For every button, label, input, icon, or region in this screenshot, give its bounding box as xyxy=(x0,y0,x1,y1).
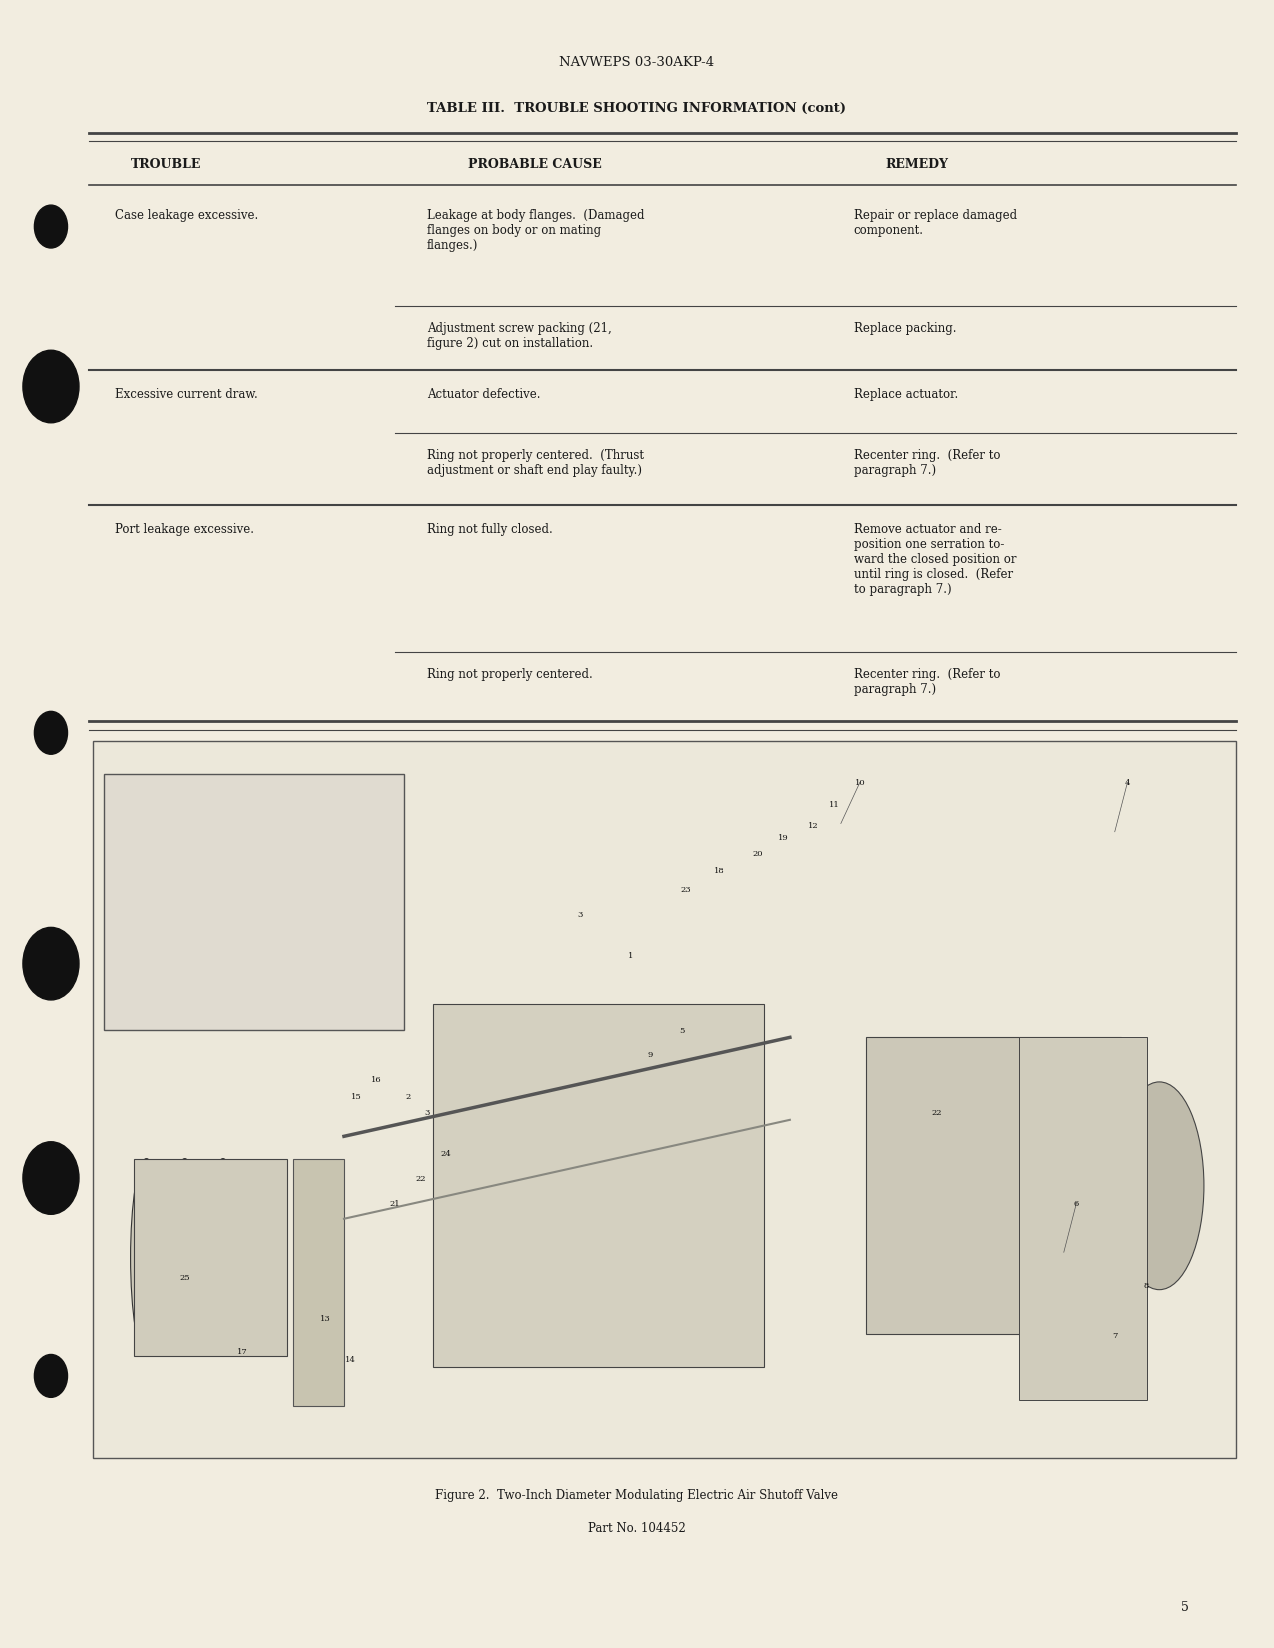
Bar xyxy=(433,1005,764,1368)
Text: Adjustment screw packing (21,
figure 2) cut on installation.: Adjustment screw packing (21, figure 2) … xyxy=(427,321,612,349)
Text: Recenter ring.  (Refer to
paragraph 7.): Recenter ring. (Refer to paragraph 7.) xyxy=(854,667,1000,695)
Bar xyxy=(104,775,404,1030)
Ellipse shape xyxy=(206,1159,238,1356)
Ellipse shape xyxy=(130,1159,162,1356)
Text: 10: 10 xyxy=(855,780,865,786)
Text: 8: 8 xyxy=(1144,1282,1149,1289)
Circle shape xyxy=(34,1355,68,1398)
Text: Leakage at body flanges.  (Damaged
flanges on body or on mating
flanges.): Leakage at body flanges. (Damaged flange… xyxy=(427,209,645,252)
Text: 22: 22 xyxy=(415,1175,426,1182)
Text: 13: 13 xyxy=(320,1315,330,1322)
Text: Ring not properly centered.  (Thrust
adjustment or shaft end play faulty.): Ring not properly centered. (Thrust adju… xyxy=(427,448,643,476)
Text: NAVWEPS 03-30AKP-4: NAVWEPS 03-30AKP-4 xyxy=(559,56,715,69)
Text: 2: 2 xyxy=(405,1093,410,1099)
Circle shape xyxy=(23,1142,79,1215)
Text: 21: 21 xyxy=(390,1200,400,1206)
Text: 1: 1 xyxy=(628,953,633,959)
Bar xyxy=(134,1159,287,1356)
Circle shape xyxy=(23,351,79,424)
Text: 24: 24 xyxy=(441,1150,451,1157)
Text: Remove actuator and re-
position one serration to-
ward the closed position or
u: Remove actuator and re- position one ser… xyxy=(854,522,1017,595)
Text: Repair or replace damaged
component.: Repair or replace damaged component. xyxy=(854,209,1017,237)
Text: PROBABLE CAUSE: PROBABLE CAUSE xyxy=(469,158,601,171)
Text: 25: 25 xyxy=(180,1274,190,1280)
Ellipse shape xyxy=(1115,1083,1204,1290)
Bar xyxy=(293,1159,344,1406)
Bar xyxy=(93,742,1236,1458)
Circle shape xyxy=(34,712,68,755)
Text: Actuator defective.: Actuator defective. xyxy=(427,387,540,400)
Text: 4: 4 xyxy=(1125,780,1130,786)
Text: Replace actuator.: Replace actuator. xyxy=(854,387,958,400)
Text: 5: 5 xyxy=(679,1027,684,1033)
Text: 9: 9 xyxy=(647,1051,652,1058)
Circle shape xyxy=(34,206,68,249)
Text: Part No. 104452: Part No. 104452 xyxy=(589,1521,685,1534)
Text: 5: 5 xyxy=(1181,1600,1189,1613)
Bar xyxy=(1019,1038,1147,1401)
Text: 19: 19 xyxy=(778,834,789,840)
Text: 12: 12 xyxy=(808,822,818,829)
Circle shape xyxy=(23,928,79,1000)
Text: Ring not fully closed.: Ring not fully closed. xyxy=(427,522,553,536)
Text: Port leakage excessive.: Port leakage excessive. xyxy=(115,522,254,536)
Text: 15: 15 xyxy=(352,1093,362,1099)
Text: TROUBLE: TROUBLE xyxy=(130,158,201,171)
Text: 11: 11 xyxy=(829,801,840,808)
Text: Figure 2.  Two-Inch Diameter Modulating Electric Air Shutoff Valve: Figure 2. Two-Inch Diameter Modulating E… xyxy=(436,1488,838,1501)
Text: 7: 7 xyxy=(1112,1332,1117,1338)
Text: 22: 22 xyxy=(931,1109,941,1116)
Text: 6: 6 xyxy=(1074,1200,1079,1206)
Text: 3: 3 xyxy=(577,911,582,918)
Text: 16: 16 xyxy=(371,1076,381,1083)
Text: Case leakage excessive.: Case leakage excessive. xyxy=(115,209,257,222)
Bar xyxy=(866,1038,1121,1335)
Text: 14: 14 xyxy=(345,1356,355,1363)
Text: Ring not properly centered.: Ring not properly centered. xyxy=(427,667,592,681)
Text: Excessive current draw.: Excessive current draw. xyxy=(115,387,257,400)
Text: 20: 20 xyxy=(753,850,763,857)
Text: 23: 23 xyxy=(680,887,691,893)
Text: 3: 3 xyxy=(424,1109,429,1116)
Text: Replace packing.: Replace packing. xyxy=(854,321,956,335)
Text: Recenter ring.  (Refer to
paragraph 7.): Recenter ring. (Refer to paragraph 7.) xyxy=(854,448,1000,476)
Text: TABLE III.  TROUBLE SHOOTING INFORMATION (cont): TABLE III. TROUBLE SHOOTING INFORMATION … xyxy=(428,102,846,115)
Ellipse shape xyxy=(168,1159,201,1356)
Text: 18: 18 xyxy=(715,867,725,873)
Text: REMEDY: REMEDY xyxy=(885,158,949,171)
Text: 17: 17 xyxy=(237,1348,247,1355)
